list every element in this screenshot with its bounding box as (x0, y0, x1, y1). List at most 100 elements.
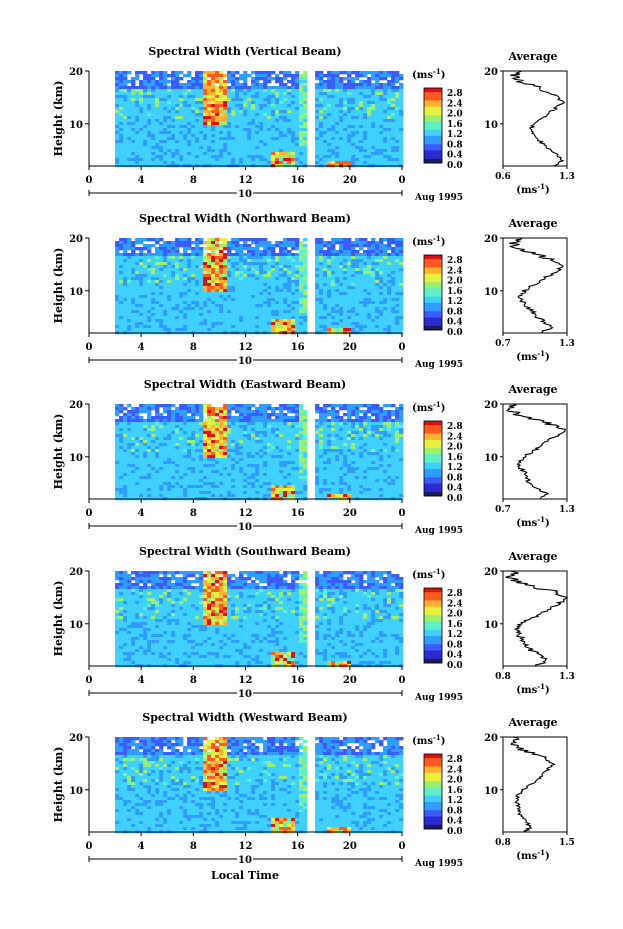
heatmap-cell (167, 146, 172, 150)
heatmap-cell (219, 77, 224, 81)
heatmap-cell (183, 104, 188, 108)
heatmap-cell (159, 316, 164, 320)
heatmap-cell (363, 98, 368, 102)
heatmap-cell (115, 259, 120, 263)
heatmap-cell (303, 131, 308, 135)
heatmap-cell (207, 80, 212, 84)
heatmap-cell (259, 241, 264, 245)
heatmap-cells (115, 238, 404, 335)
colorbar-swatch (424, 271, 442, 275)
heatmap-cell (187, 274, 192, 278)
heatmap-cell (371, 310, 376, 314)
heatmap-cell (115, 292, 120, 296)
heatmap-cell (191, 128, 196, 132)
heatmap-cell (175, 298, 180, 302)
heatmap-cell (399, 256, 404, 260)
heatmap-cell (183, 152, 188, 156)
colorbar-swatch (424, 123, 442, 126)
heatmap-cell (367, 274, 372, 278)
heatmap-cell (327, 92, 332, 96)
heatmap-cell (279, 80, 284, 84)
heatmap-cell (119, 247, 124, 251)
heatmap-cell (231, 101, 236, 105)
heatmap-cell (303, 292, 308, 296)
heatmap-cell (191, 104, 196, 108)
heatmap-cell (355, 107, 360, 111)
heatmap-cell (247, 74, 252, 78)
heatmap-cell (279, 295, 284, 299)
heatmap-cell (155, 238, 160, 242)
heatmap-cell (139, 328, 144, 332)
heatmap-cell (199, 262, 204, 266)
heatmap-cell (127, 488, 132, 492)
heatmap-cell (215, 262, 220, 266)
heatmap-cell (391, 104, 396, 108)
heatmap-cell (383, 310, 388, 314)
heatmap-cell (375, 140, 380, 144)
heatmap-cell (203, 161, 208, 165)
heatmap-cell (295, 328, 300, 332)
colorbar-tick-label: 1.2 (447, 130, 463, 140)
heatmap-cell (187, 143, 192, 147)
average-unit: (ms-1) (516, 349, 549, 363)
heatmap-cell (147, 244, 152, 248)
heatmap-cell (195, 74, 200, 78)
heatmap-cell (151, 470, 156, 474)
heatmap-cell (287, 74, 292, 78)
heatmap-cell (195, 328, 200, 332)
heatmap-cell (147, 289, 152, 293)
heatmap-cells (115, 404, 404, 501)
heatmap-cell (331, 268, 336, 272)
heatmap-cell (391, 140, 396, 144)
heatmap-cell (347, 250, 352, 254)
heatmap-cell (119, 244, 124, 248)
heatmap-cell (227, 95, 232, 99)
heatmap-cell (315, 301, 320, 305)
heatmap-cell (167, 244, 172, 248)
heatmap-cell (379, 328, 384, 332)
heatmap-cell (195, 77, 200, 81)
heatmap-cell (139, 458, 144, 462)
heatmap-cell (223, 301, 228, 305)
heatmap-cell (135, 491, 140, 495)
heatmap-cell (131, 470, 136, 474)
heatmap-cell (327, 301, 332, 305)
heatmap-cell (331, 328, 336, 332)
heatmap-cell (319, 125, 324, 129)
heatmap-cell (287, 259, 292, 263)
heatmap-cell (359, 244, 364, 248)
heatmap-cell (327, 131, 332, 135)
heatmap-cell (231, 95, 236, 99)
heatmap-cell (179, 131, 184, 135)
heatmap-cell (367, 286, 372, 290)
heatmap-cell (211, 104, 216, 108)
heatmap-cell (339, 98, 344, 102)
heatmap-cell (355, 95, 360, 99)
heatmap-cell (375, 149, 380, 153)
heatmap-cell (167, 434, 172, 438)
heatmap-cell (147, 265, 152, 269)
heatmap-cell (351, 280, 356, 284)
heatmap-cell (167, 404, 172, 408)
heatmap-cell (191, 316, 196, 320)
heatmap-cell (155, 476, 160, 480)
heatmap-cell (399, 283, 404, 287)
heatmap-cell (167, 280, 172, 284)
heatmap-cell (367, 316, 372, 320)
heatmap-cell (131, 134, 136, 138)
heatmap-cell (159, 268, 164, 272)
heatmap-cell (191, 89, 196, 93)
heatmap-cell (195, 286, 200, 290)
heatmap-cell (219, 325, 224, 329)
heatmap-cell (231, 319, 236, 323)
heatmap-cell (359, 71, 364, 75)
heatmap-cell (267, 80, 272, 84)
heatmap-cell (383, 119, 388, 123)
heatmap-cell (251, 140, 256, 144)
heatmap-cell (139, 437, 144, 441)
heatmap-cell (199, 146, 204, 150)
heatmap-cell (219, 319, 224, 323)
heatmap-cell (267, 286, 272, 290)
heatmap-cell (239, 265, 244, 269)
heatmap-cell (259, 286, 264, 290)
